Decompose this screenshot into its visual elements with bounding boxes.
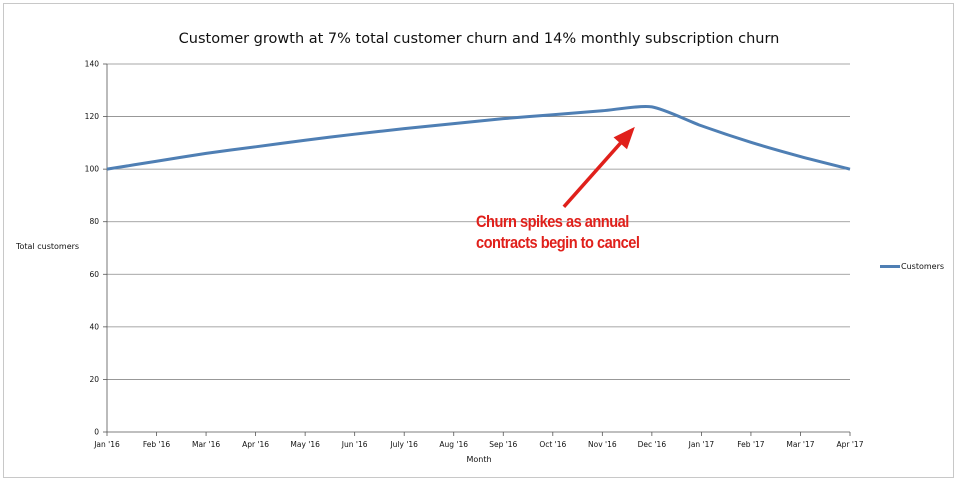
y-tick-label: 100 — [85, 165, 100, 174]
annotation-arrow-layer — [562, 126, 635, 209]
x-tick-label: Dec '16 — [638, 440, 667, 449]
x-tick-label: Nov '16 — [588, 440, 617, 449]
x-tick-label: Apr '17 — [837, 440, 864, 449]
x-tick-label: Mar '17 — [786, 440, 814, 449]
x-tick-label: July '16 — [389, 440, 418, 449]
legend-swatch-customers — [880, 264, 900, 268]
y-tick-label: 60 — [89, 270, 99, 279]
x-tick-label: Feb '16 — [143, 440, 170, 449]
legend-label-customers: Customers — [901, 261, 945, 271]
x-tick-label: Mar '16 — [192, 440, 220, 449]
annotation-arrow-head — [613, 126, 635, 150]
series-line-customers — [106, 104, 851, 171]
y-tick-label: 120 — [85, 112, 100, 121]
grid-layer — [103, 63, 851, 436]
y-tick-label: 0 — [94, 428, 99, 437]
y-tick-labels: 0 20 40 60 80 100 120 140 — [85, 60, 100, 437]
annotation-text: Churn spikes as annual contracts begin t… — [476, 212, 640, 252]
y-tick-label: 40 — [89, 322, 99, 331]
x-tick-label: Aug '16 — [439, 440, 468, 449]
y-tick-label: 80 — [89, 217, 99, 226]
y-tick-label: 20 — [89, 375, 99, 384]
x-tick-label: Jan '16 — [93, 440, 120, 449]
x-tick-label: Apr '16 — [242, 440, 269, 449]
chart-frame — [3, 3, 954, 478]
x-tick-label: Oct '16 — [539, 440, 566, 449]
chart-title: Customer growth at 7% total customer chu… — [178, 31, 780, 47]
y-axis-label: Total customers — [16, 242, 80, 251]
x-tick-labels: Jan '16 Feb '16 Mar '16 Apr '16 May '16 Jun '… — [93, 440, 863, 449]
annotation-arrow-shaft — [562, 133, 630, 209]
x-tick-label: May '16 — [290, 440, 320, 449]
legend: Customers — [880, 260, 944, 272]
x-tick-label: Jun '16 — [341, 440, 368, 449]
x-tick-label: Jan '17 — [688, 440, 715, 449]
x-tick-label: Sep '16 — [489, 440, 517, 449]
x-axis-label: Month — [466, 455, 492, 464]
series-layer — [106, 104, 851, 171]
y-tick-label: 140 — [85, 60, 100, 69]
x-tick-label: Feb '17 — [737, 440, 764, 449]
